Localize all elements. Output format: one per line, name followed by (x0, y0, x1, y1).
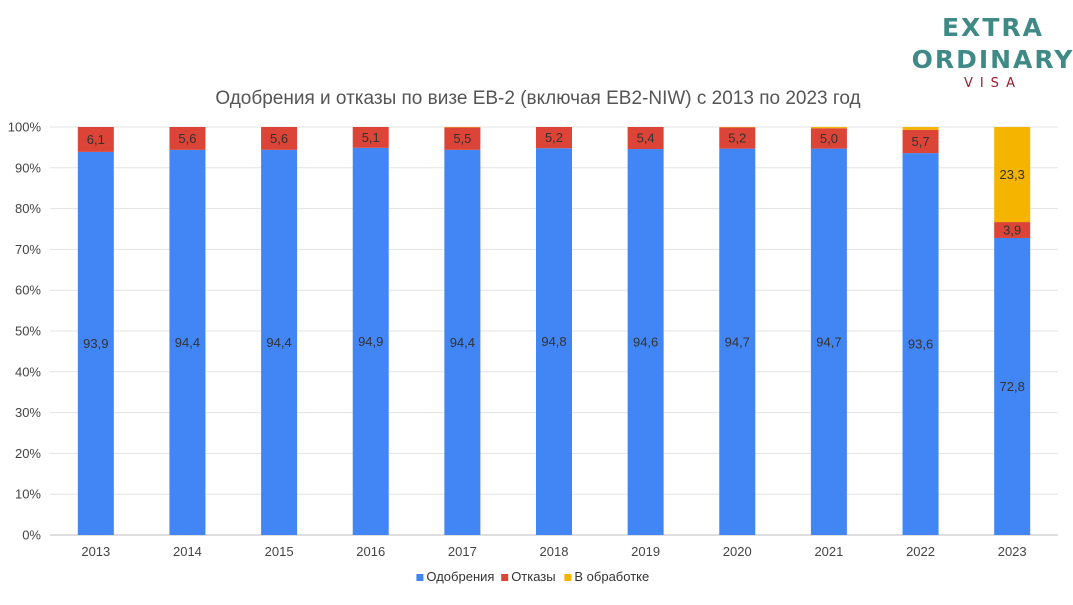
bar-segment-Одобрения (169, 149, 206, 535)
legend: Одобрения Отказы В обработке (416, 569, 649, 584)
brand-logo: EXTRA ORDINARY VISA (908, 12, 1073, 92)
y-tick-label: 10% (15, 487, 41, 502)
bar-segment-Одобрения (627, 149, 664, 536)
x-tick-label: 2013 (81, 544, 110, 559)
data-label: 94,8 (541, 334, 566, 349)
logo-line-extra: EXTRA (941, 13, 1044, 42)
data-label: 3,9 (1003, 223, 1021, 238)
y-tick-label: 20% (15, 446, 41, 461)
y-tick-label: 0% (22, 528, 41, 543)
bar-segment-Одобрения (719, 148, 756, 535)
bar-segment-Отказы (902, 129, 939, 154)
x-tick-label: 2015 (265, 544, 294, 559)
y-tick-label: 30% (15, 405, 41, 420)
bar-segment-Отказы (444, 127, 481, 150)
bar-segment-В обработке (810, 127, 847, 129)
bars: 93,9 6,1 94,4 5,6 94,4 5,6 94,9 5,1 94,4 5,5 94,8 5… (77, 127, 1031, 536)
data-label: 94,9 (358, 334, 383, 349)
y-tick-label: 90% (15, 160, 41, 175)
bar-segment-Одобрения (352, 147, 389, 536)
data-label: 93,9 (83, 336, 108, 351)
bar-segment-Одобрения (77, 151, 114, 535)
data-label: 5,0 (820, 131, 838, 146)
y-tick-label: 80% (15, 201, 41, 216)
x-tick-label: 2023 (998, 544, 1027, 559)
y-axis: 0% 10% 20% 30% 40% 50% 60% 70% 80% 90% 100% (8, 120, 42, 543)
bar-segment-Одобрения (902, 153, 939, 535)
logo-line-visa: VISA (963, 76, 1023, 91)
data-label: 93,6 (908, 337, 933, 352)
x-tick-label: 2018 (540, 544, 569, 559)
data-label: 5,5 (453, 131, 471, 146)
data-label: 5,2 (545, 130, 563, 145)
bar-segment-Одобрения (261, 149, 298, 535)
bar-segment-Одобрения (810, 148, 847, 535)
data-label: 5,1 (362, 130, 380, 145)
legend-swatch (501, 574, 509, 581)
bar-segment-Отказы (994, 222, 1031, 238)
data-label: 23,3 (1000, 167, 1025, 182)
bar-segment-Одобрения (444, 149, 481, 535)
legend-swatch (564, 574, 572, 581)
bar-segment-Одобрения (536, 148, 572, 535)
legend-label: Одобрения (426, 569, 494, 584)
bar-segment-Отказы (77, 127, 114, 152)
bar-segment-Отказы (352, 127, 389, 148)
data-label: 6,1 (87, 132, 105, 147)
data-label: 94,4 (266, 335, 291, 350)
bar-segment-Отказы (810, 128, 847, 149)
data-label: 5,6 (270, 131, 288, 146)
y-tick-label: 50% (15, 324, 41, 339)
bar-segment-Отказы (719, 127, 756, 149)
data-label: 72,8 (1000, 379, 1025, 394)
data-label: 5,7 (912, 134, 930, 149)
data-label: 94,7 (816, 334, 841, 349)
legend-label: В обработке (574, 569, 649, 584)
y-tick-label: 70% (15, 242, 41, 257)
x-tick-label: 2016 (356, 544, 385, 559)
x-tick-label: 2019 (631, 544, 660, 559)
x-axis: 2013 2014 2015 2016 2017 2018 2019 2020 2021 2022… (81, 544, 1026, 559)
x-tick-label: 2020 (723, 544, 752, 559)
bar-segment-Отказы (261, 127, 298, 150)
bar-segment-В обработке (994, 127, 1031, 223)
y-tick-label: 60% (15, 283, 41, 298)
bar-segment-Одобрения (994, 237, 1031, 535)
data-label: 5,2 (728, 131, 746, 146)
bar-segment-Отказы (536, 127, 572, 149)
y-tick-label: 100% (8, 120, 42, 135)
data-label: 5,6 (178, 131, 196, 146)
logo-line-ordinary: ORDINARY (911, 45, 1073, 74)
data-label: 94,4 (450, 335, 475, 350)
data-label: 94,4 (175, 335, 200, 350)
legend-swatch (416, 574, 424, 581)
y-tick-label: 40% (15, 364, 41, 379)
data-label: 94,6 (633, 335, 658, 350)
data-label: 5,4 (637, 131, 655, 146)
bar-segment-Отказы (169, 127, 206, 150)
legend-label: Отказы (511, 569, 555, 584)
x-tick-label: 2014 (173, 544, 202, 559)
chart-title: Одобрения и отказы по визе EB-2 (включая… (215, 88, 860, 109)
bar-segment-Отказы (627, 127, 664, 150)
x-tick-label: 2017 (448, 544, 477, 559)
x-tick-label: 2022 (906, 544, 935, 559)
bar-segment-В обработке (902, 127, 939, 130)
x-tick-label: 2021 (814, 544, 843, 559)
data-label: 94,7 (725, 334, 750, 349)
